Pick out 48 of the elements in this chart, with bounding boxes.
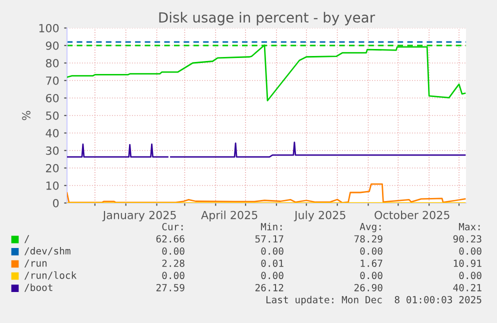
x-tick-label: July 2025 (294, 210, 346, 222)
y-tick-label: 50 (46, 111, 59, 120)
legend-label: /run (24, 260, 47, 268)
y-axis-title: % (22, 110, 30, 120)
line-series (67, 44, 466, 102)
y-tick-label: 80 (46, 58, 59, 68)
x-tick-label: October 2025 (374, 210, 450, 220)
y-tick-label: 100 (39, 24, 59, 32)
text: 2.28 (162, 260, 184, 267)
y-tick-label: 20 (46, 164, 59, 172)
text: Min: (260, 222, 282, 230)
text: 90.23 (453, 235, 482, 243)
y-tick-label: 40 (46, 128, 59, 138)
text: Cur: (162, 222, 183, 230)
legend-label: /boot (24, 284, 52, 292)
text: 62.66 (156, 235, 184, 243)
text: Max: (458, 223, 480, 230)
text: 0.00 (162, 272, 184, 280)
y-tick-label: 10 (46, 181, 59, 190)
chart-title: Disk usage in percent - by year (159, 12, 376, 26)
text: 0.00 (459, 272, 482, 280)
text: 0.01 (261, 260, 284, 267)
y-tick-label: 90 (46, 41, 59, 50)
y-tick-label: 60 (46, 94, 59, 102)
text: 1.67 (360, 260, 382, 267)
text: 0.00 (360, 247, 382, 255)
y-tick-label: 30 (46, 146, 59, 155)
text: 0.00 (162, 247, 184, 255)
legend-label: /run/lock (24, 271, 77, 280)
text: 40.21 (453, 284, 482, 292)
text: Avg: (360, 223, 381, 232)
x-tick-label: April 2025 (201, 210, 258, 222)
legend-label: / (24, 235, 30, 244)
text: 78.29 (354, 235, 382, 243)
text: 26.90 (354, 284, 382, 292)
y-tick-label: 0 (53, 198, 59, 208)
text: 26.12 (255, 284, 284, 292)
text: 10.91 (454, 260, 482, 267)
text: 0.00 (459, 247, 482, 255)
text: 0.00 (360, 272, 382, 280)
text: 57.17 (255, 235, 284, 243)
text: 0.00 (261, 247, 284, 255)
x-tick-label: January 2025 (102, 210, 176, 222)
legend-label: /dev/shm (24, 247, 70, 256)
text: 27.59 (156, 284, 184, 292)
text: Last update: Mon Dec 8 01:00:03 2025 (266, 296, 482, 306)
text: 0.00 (261, 272, 284, 280)
y-tick-label: 70 (46, 76, 59, 85)
